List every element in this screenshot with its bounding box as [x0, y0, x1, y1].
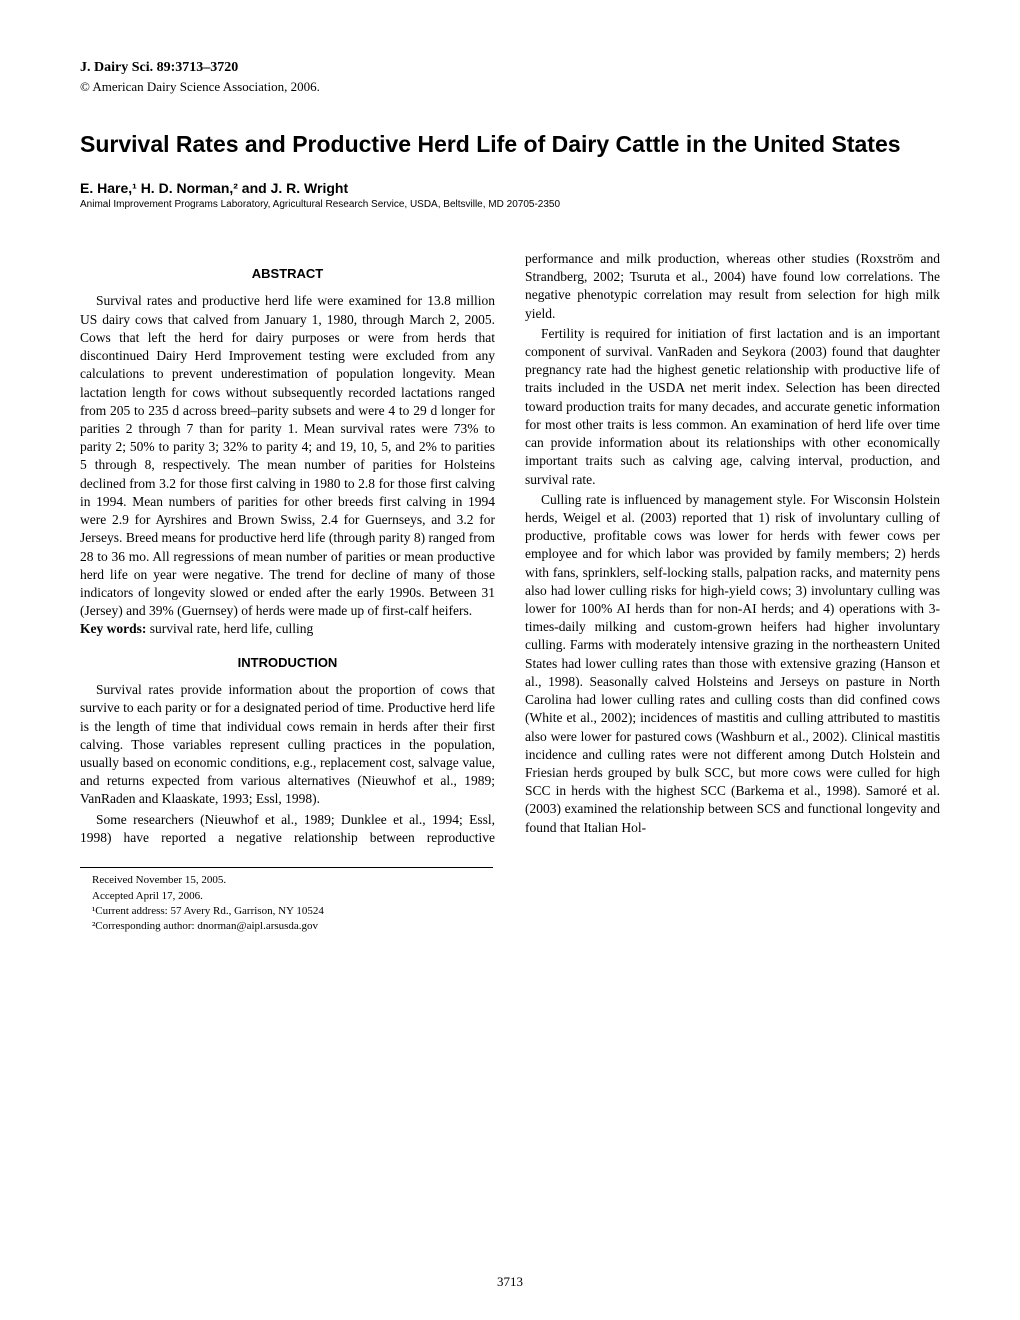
- footnote-received: Received November 15, 2005.: [80, 873, 493, 888]
- article-title: Survival Rates and Productive Herd Life …: [80, 130, 940, 160]
- intro-paragraph-3: Fertility is required for initiation of …: [525, 325, 940, 489]
- authors-line: E. Hare,¹ H. D. Norman,² and J. R. Wrigh…: [80, 180, 940, 196]
- keywords-label: Key words:: [80, 621, 146, 636]
- keywords-line: Key words: survival rate, herd life, cul…: [80, 620, 495, 638]
- footnotes-section: Received November 15, 2005. Accepted Apr…: [80, 867, 493, 935]
- footnote-address: ¹Current address: 57 Avery Rd., Garrison…: [80, 904, 493, 919]
- intro-paragraph-1: Survival rates provide information about…: [80, 681, 495, 809]
- footnote-accepted: Accepted April 17, 2006.: [80, 889, 493, 904]
- journal-citation: J. Dairy Sci. 89:3713–3720: [80, 60, 940, 76]
- intro-paragraph-4: Culling rate is influenced by management…: [525, 491, 940, 837]
- abstract-paragraph: Survival rates and productive herd life …: [80, 292, 495, 620]
- introduction-heading: INTRODUCTION: [80, 654, 495, 672]
- page-number: 3713: [497, 1274, 523, 1290]
- footnote-corresponding: ²Corresponding author: dnorman@aipl.arsu…: [80, 919, 493, 934]
- affiliation-line: Animal Improvement Programs Laboratory, …: [80, 199, 940, 210]
- two-column-body: ABSTRACT Survival rates and productive h…: [80, 250, 940, 847]
- keywords-text: survival rate, herd life, culling: [146, 621, 313, 636]
- copyright-line: © American Dairy Science Association, 20…: [80, 79, 940, 95]
- abstract-heading: ABSTRACT: [80, 265, 495, 283]
